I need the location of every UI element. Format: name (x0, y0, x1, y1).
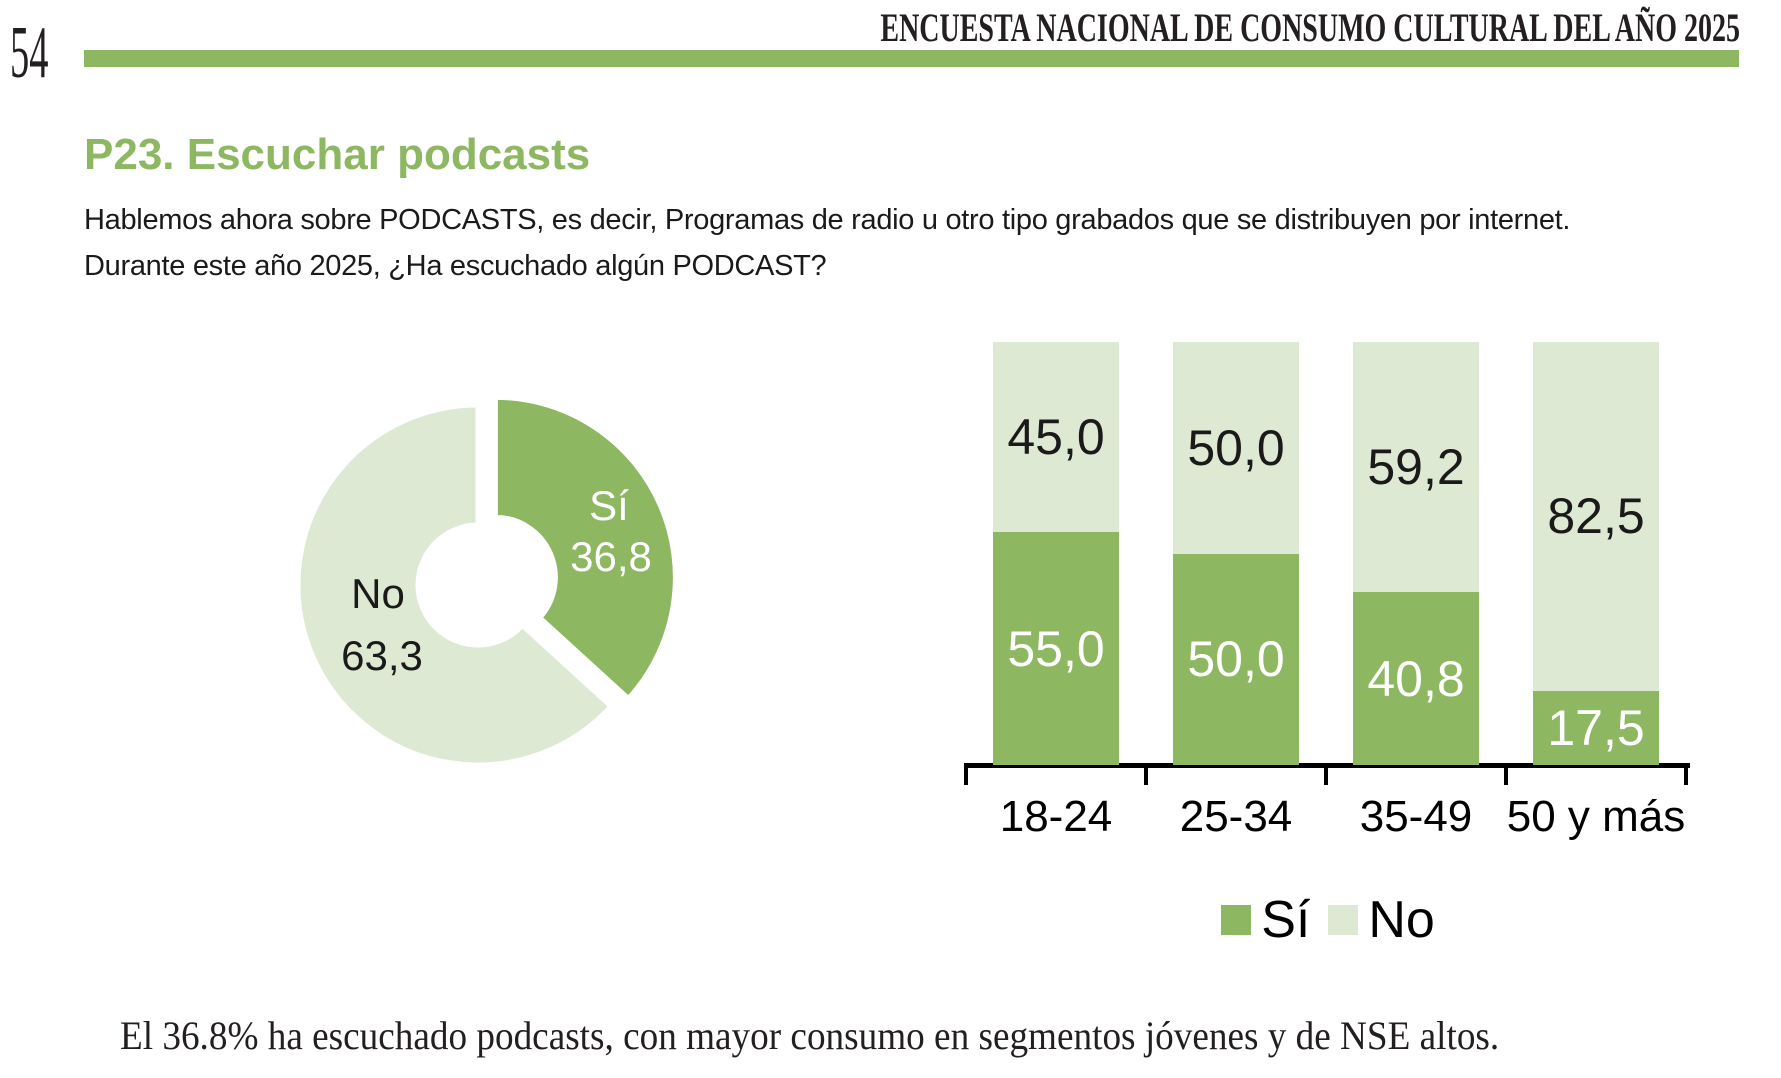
question-text: Hablemos ahora sobre PODCASTS, es decir,… (84, 197, 1570, 289)
x-axis-tick (1684, 763, 1688, 785)
bar-value-label-si: 50,0 (1187, 631, 1285, 688)
header-accent-strip (84, 50, 1739, 67)
question-line-2: Durante este año 2025, ¿Ha escuchado alg… (84, 250, 827, 282)
legend-swatch-si (1221, 905, 1252, 935)
question-title: P23. Escuchar podcasts (84, 130, 591, 179)
bar-segment-si (993, 532, 1119, 765)
donut-slice-label-no: No (351, 570, 405, 617)
bar-segment-no (1353, 342, 1479, 593)
donut-chart: Sí 36,8 No 63,3 (280, 380, 700, 780)
bar-value-label-no: 50,0 (1187, 419, 1285, 476)
x-axis-line (966, 763, 1690, 768)
donut-slice-label-si: Sí (589, 482, 629, 529)
stacked-bar-chart: 45,0 55,0 18-24 50,0 50,0 25-34 59,2 40,8 35-49 8… (964, 342, 1690, 839)
bar-segment-no (1533, 342, 1659, 691)
x-axis-tick (1144, 763, 1148, 785)
legend-item-no: No (1328, 891, 1435, 949)
x-axis-label: 50 y más (1506, 792, 1686, 841)
legend-swatch-no (1328, 905, 1359, 935)
bar-segment-si (1353, 592, 1479, 765)
x-axis-label: 18-24 (999, 792, 1113, 841)
question-line-1: Hablemos ahora sobre PODCASTS, es decir,… (84, 204, 1571, 236)
x-axis-tick (964, 763, 968, 785)
x-axis-tick (1324, 763, 1328, 785)
bar-value-label-no: 82,5 (1547, 488, 1645, 545)
x-axis-tick (1504, 763, 1508, 785)
bar-segment-no (1173, 342, 1299, 554)
donut-slice-sí (492, 394, 678, 703)
bar-value-label-no: 45,0 (1007, 409, 1105, 466)
donut-slice-value-no: 63,3 (341, 632, 423, 679)
bar-segment-si (1173, 553, 1299, 765)
bar-segment-no (993, 342, 1119, 533)
caption: El 36.8% ha escuchado podcasts, con mayo… (120, 1013, 1500, 1058)
x-axis-label: 35-49 (1359, 792, 1473, 841)
header-title: ENCUESTA NACIONAL DE CONSUMO CULTURAL DE… (880, 5, 1740, 50)
donut-slice-no (295, 402, 615, 768)
legend-label-si: Sí (1261, 891, 1311, 949)
donut-slice-value-si: 36,8 (570, 533, 652, 580)
page-number: 54 (10, 12, 49, 94)
donut-svg (295, 394, 678, 768)
bar-value-label-si: 55,0 (1007, 620, 1105, 677)
bar-value-label-no: 59,2 (1367, 439, 1465, 496)
bar-value-label-si: 40,8 (1367, 650, 1465, 707)
bar-segment-si (1533, 690, 1659, 765)
legend-label-no: No (1368, 891, 1435, 949)
chart-legend: Sí No (966, 894, 1690, 946)
bar-value-label-si: 17,5 (1547, 699, 1645, 756)
x-axis-label: 25-34 (1179, 792, 1293, 841)
legend-item-si: Sí (1221, 894, 1310, 946)
